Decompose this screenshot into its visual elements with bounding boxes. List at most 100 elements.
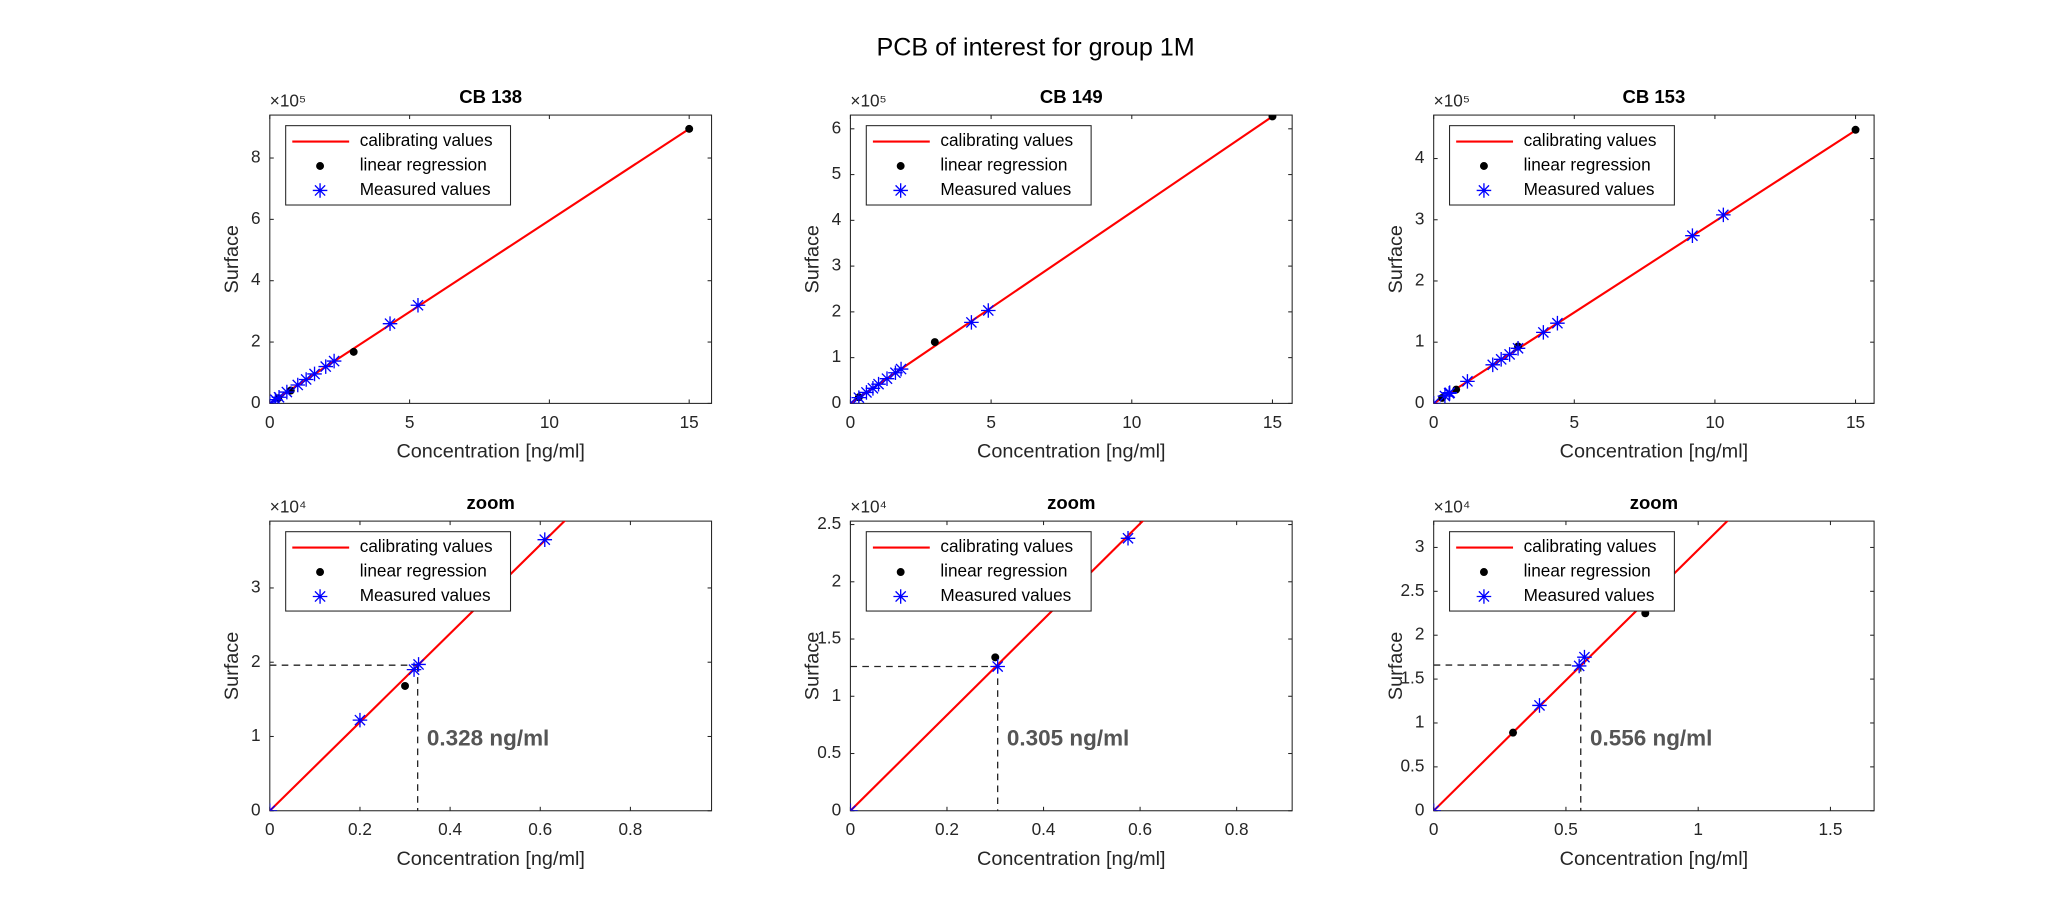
subplot-title: CB 149: [1040, 86, 1103, 107]
legend-label: linear regression: [1524, 561, 1651, 581]
x-tick-label: 0: [846, 819, 856, 839]
measured-point: [290, 377, 306, 393]
plot-content: [269, 124, 694, 404]
x-tick-label: 15: [680, 412, 699, 432]
measured-point: [1716, 207, 1731, 223]
y-tick-label: 1.5: [817, 628, 841, 648]
measured-point: [879, 371, 895, 386]
legend-label: Measured values: [940, 179, 1071, 199]
x-tick-label: 0: [846, 412, 856, 432]
legend-swatch: [896, 162, 905, 170]
measured-point: [1442, 385, 1457, 400]
plot-content: [850, 521, 1145, 811]
y-tick-label: 4: [832, 209, 842, 229]
y-multiplier: ×10⁴: [270, 496, 307, 516]
y-tick-label: 0: [1415, 799, 1425, 819]
legend-label: calibrating values: [940, 536, 1073, 556]
legend: calibrating values linear regression Measu…: [1449, 531, 1675, 612]
x-tick-label: 15: [1846, 412, 1865, 432]
legend-swatch: [312, 183, 328, 198]
legend-swatch: [1476, 589, 1492, 604]
x-tick-label: 0.2: [348, 819, 372, 839]
calibration-line: [1433, 129, 1857, 404]
regression-point: [685, 124, 694, 133]
subplot: 0 0.2 0.4 0.6 0.8 0 1 2 3 ×10⁴ zoom Concentration […: [221, 492, 713, 870]
x-tick-label: 0.6: [528, 819, 552, 839]
legend-label: Measured values: [1524, 179, 1655, 199]
legend: calibrating values linear regression Measu…: [865, 125, 1092, 206]
x-axis-label: Concentration [ng/ml]: [977, 441, 1165, 463]
y-axis-label: Surface: [221, 225, 243, 293]
measured-point: [1437, 388, 1453, 404]
measured-point: [307, 366, 322, 382]
legend-label: calibrating values: [1524, 536, 1657, 556]
subplot-title: zoom: [1630, 492, 1678, 513]
calibration-line: [269, 127, 690, 404]
legend-label: calibrating values: [360, 130, 493, 150]
y-tick-label: 2: [1415, 270, 1425, 290]
measured-point: [411, 657, 426, 672]
y-tick-label: 0: [251, 799, 261, 819]
measured-point: [893, 361, 909, 377]
measured-point: [269, 392, 283, 404]
measured-point: [888, 365, 903, 381]
x-axis-label: Concentration [ng/ml]: [396, 848, 584, 870]
measured-point: [1550, 315, 1565, 331]
measured-point: [990, 659, 1005, 674]
subplot: 0 5 10 15 0 2 4 6 8 ×10⁵ CB 138 Concentration [ng/m…: [221, 86, 713, 463]
measured-point: [851, 390, 867, 404]
y-tick-label: 1: [251, 725, 261, 745]
legend: calibrating values linear regression Measu…: [865, 531, 1092, 612]
regression-point: [930, 338, 939, 347]
x-axis-label: Concentration [ng/ml]: [1560, 848, 1748, 870]
plot-content: [1433, 125, 1860, 404]
legend-label: calibrating values: [940, 130, 1073, 150]
legend-label: Measured values: [360, 585, 491, 605]
x-tick-label: 5: [986, 412, 996, 432]
measured-point: [1532, 698, 1547, 713]
legend-swatch: [1479, 568, 1488, 576]
y-tick-label: 3: [251, 576, 261, 596]
y-tick-label: 4: [251, 269, 261, 289]
measured-point: [1493, 352, 1509, 367]
measured-point: [1577, 649, 1592, 665]
measured-point: [318, 359, 333, 374]
y-tick-label: 3: [1415, 208, 1425, 228]
measured-point: [279, 384, 295, 400]
legend: calibrating values linear regression Measu…: [1449, 125, 1675, 206]
legend-label: linear regression: [1524, 155, 1651, 175]
annotation: 0.328 ng/ml: [427, 725, 549, 750]
legend-label: Measured values: [940, 585, 1071, 605]
y-tick-label: 5: [832, 163, 842, 183]
x-tick-label: 0.6: [1128, 819, 1152, 839]
x-tick-label: 5: [405, 412, 415, 432]
x-tick-label: 1: [1693, 819, 1703, 839]
legend: calibrating values linear regression Measu…: [285, 531, 512, 612]
x-tick-label: 0.4: [1032, 819, 1056, 839]
measured-point: [352, 712, 368, 728]
regression-point: [1268, 115, 1277, 121]
x-tick-label: 0: [1429, 412, 1439, 432]
regression-point: [1851, 125, 1860, 134]
y-axis-label: Surface: [1385, 632, 1407, 700]
legend-label: Measured values: [360, 179, 491, 199]
y-axis-label: Surface: [802, 225, 824, 293]
y-multiplier: ×10⁴: [1434, 496, 1471, 516]
x-tick-label: 5: [1570, 412, 1580, 432]
subplot: 0 0.2 0.4 0.6 0.8 0 0.5 1 1.5 2 2.5 ×10⁴ zoom Concent…: [802, 492, 1293, 870]
measured-point: [382, 316, 398, 331]
legend-swatch: [316, 568, 325, 576]
x-axis-label: Concentration [ng/ml]: [396, 441, 584, 463]
measured-point: [410, 297, 426, 313]
y-tick-label: 3: [832, 255, 842, 275]
annotation: 0.305 ng/ml: [1007, 725, 1129, 750]
measured-point: [1536, 325, 1551, 340]
y-tick-label: 0: [832, 799, 842, 819]
x-tick-label: 0.8: [1225, 819, 1249, 839]
y-tick-label: 2.5: [817, 513, 841, 533]
y-tick-label: 2: [1415, 624, 1425, 644]
x-tick-label: 0.2: [935, 819, 959, 839]
measured-point: [1685, 228, 1700, 243]
